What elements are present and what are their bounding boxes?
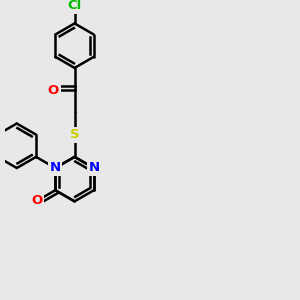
- Text: O: O: [48, 84, 59, 97]
- Text: S: S: [70, 128, 80, 141]
- Text: O: O: [32, 194, 43, 207]
- Text: Cl: Cl: [68, 0, 82, 12]
- Text: N: N: [88, 161, 99, 175]
- Text: N: N: [50, 161, 61, 175]
